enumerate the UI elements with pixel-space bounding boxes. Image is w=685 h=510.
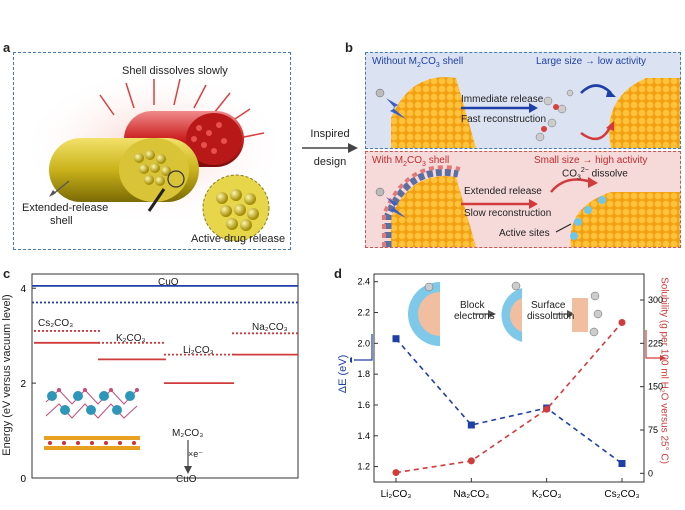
d-x-tick-label: Li₂CO₃ — [381, 489, 412, 500]
d-x-tick-label: K₂CO₃ — [532, 489, 562, 500]
d-left-tick-label: 2.2 — [357, 308, 370, 318]
electron-block-label: ×e⁻ — [188, 449, 204, 459]
small-size-label: Small size → high activity — [534, 155, 648, 166]
slow-reconstruction-label: Slow reconstruction — [464, 208, 552, 219]
cuo-bottom-label: CuO — [176, 474, 197, 485]
panel-a-label: a — [3, 40, 11, 55]
m2co3-label: M₂CO₃ — [172, 428, 204, 439]
d-point-solubility-1 — [467, 457, 475, 465]
crystal-structure-icon — [44, 388, 140, 450]
active-drug-release-label: Active drug release — [191, 233, 286, 245]
d-x-tick-label: Cs₂CO₃ — [604, 489, 639, 500]
d-right-tick-label: 300 — [648, 295, 663, 305]
block-electrons-label-1: Block — [460, 300, 485, 311]
d-left-tick-label: 2.0 — [357, 338, 370, 348]
fast-reconstruction-label: Fast reconstruction — [461, 114, 547, 125]
d-right-tick-label: 75 — [648, 425, 658, 435]
design-label: design — [313, 156, 347, 168]
capsule-illustration — [19, 68, 289, 242]
panel-b-label: b — [345, 40, 353, 55]
panel-c-label: c — [3, 266, 11, 281]
cs2co3-label: Cs₂CO₃ — [38, 318, 74, 329]
d-left-tick-label: 1.8 — [357, 369, 370, 379]
with-shell-illustration — [375, 165, 680, 247]
immediate-release-label: Immediate release — [461, 94, 544, 105]
d-point-solubility-3 — [618, 319, 626, 327]
c-ytick-label-4: 4 — [20, 284, 26, 295]
d-point-solubility-0 — [392, 469, 400, 477]
inspired-label: Inspired — [310, 128, 350, 140]
shell-dissolves-label: Shell dissolves slowly — [122, 65, 228, 77]
with-suffix: shell — [428, 155, 450, 166]
d-right-tick-label: 150 — [648, 382, 663, 392]
d-point-solubility-2 — [543, 405, 551, 413]
na2co3-label: Na₂CO₃ — [252, 322, 288, 333]
d-left-tick-label: 1.2 — [357, 462, 370, 472]
without-prefix: Without M — [372, 56, 418, 67]
c-ytick-label-2: 2 — [20, 379, 26, 390]
extended-release-b-label: Extended release — [464, 186, 542, 197]
active-sites-label: Active sites — [499, 228, 550, 239]
delta-e-solubility-chart: 2.4 2.2 2.0 1.8 1.6 1.4 1.2 300 225 150 75 0 Li₂CO₃ N… — [350, 273, 666, 500]
block-electrons-label-2: electrons — [454, 311, 495, 322]
d-point-deltae-0 — [392, 335, 400, 343]
d-right-tick-label: 0 — [648, 468, 653, 478]
d-left-tick-label: 1.4 — [357, 431, 370, 441]
c-ytick-label-0: 0 — [20, 474, 26, 485]
large-size-label: Large size → low activity — [536, 56, 647, 67]
panel-d-label: d — [334, 266, 342, 281]
d-series-line-0 — [395, 338, 623, 465]
energy-level-chart: 4 2 0 — [20, 273, 299, 485]
without-suffix: shell — [442, 56, 464, 67]
li2co3-label: Li₂CO₃ — [183, 345, 214, 356]
d-x-tick-label: Na₂CO₃ — [453, 489, 489, 500]
co3-dissolve-label: CO32− dissolve — [562, 167, 628, 182]
panel-b-top-box: Without M2CO3 shell Large size → low act… — [365, 52, 681, 149]
panel-a-box: Shell dissolves slowly Extended-release … — [13, 52, 291, 250]
energy-plot-frame — [31, 273, 299, 479]
panel-b-bottom-box: With M2CO3 shell Small size → high activ… — [365, 151, 681, 248]
d-point-deltae-1 — [467, 421, 475, 429]
panel-d-ylabel-left: ΔE (eV) — [337, 354, 349, 394]
inspired-design: Inspired design — [296, 128, 364, 168]
without-shell-label: Without M2CO3 shell — [372, 56, 464, 69]
d-left-tick-label: 2.4 — [357, 277, 370, 287]
surface-dissolution-label-2: dissolution — [527, 311, 575, 322]
right-arrow-icon — [302, 143, 358, 153]
with-shell-label: With M2CO3 shell — [372, 155, 450, 168]
d-point-deltae-3 — [618, 460, 626, 468]
shell-label: shell — [50, 215, 73, 227]
surface-dissolution-label-1: Surface — [531, 300, 566, 311]
d-series-line-1 — [395, 322, 623, 474]
k2co3-label: K₂CO₃ — [116, 333, 146, 344]
panel-c-ylabel: Energy (eV versus vacuum level) — [1, 294, 13, 456]
co3-dissolve-text: dissolve — [591, 168, 628, 180]
d-right-tick-label: 225 — [648, 338, 663, 348]
d-plot-frame — [373, 273, 645, 483]
d-left-tick-label: 1.6 — [357, 400, 370, 410]
block-electrons-schematic — [408, 281, 603, 346]
extended-release-label: Extended-release — [22, 202, 109, 214]
cuo-top-label: CuO — [158, 277, 179, 288]
without-shell-illustration — [375, 77, 680, 148]
with-prefix: With M — [372, 155, 404, 166]
